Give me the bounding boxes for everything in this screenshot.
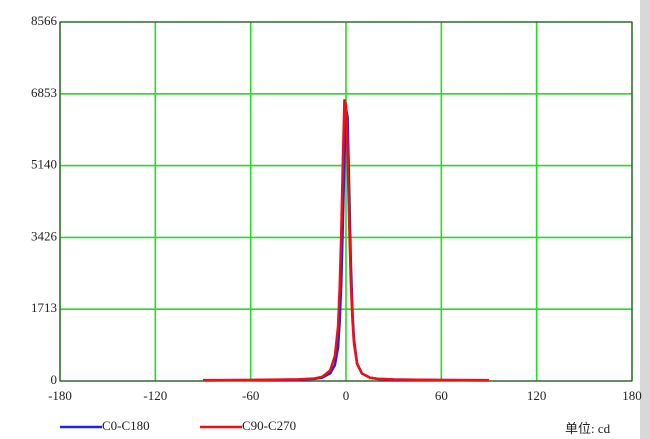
legend-label: C0-C180 (102, 418, 150, 433)
x-tick-label: 60 (435, 388, 448, 403)
plot-border (59, 21, 633, 382)
scrollbar (640, 0, 650, 439)
y-tick-label: 8566 (31, 13, 58, 28)
unit-label: 单位: cd (565, 421, 611, 436)
x-tick-label: 120 (527, 388, 547, 403)
x-tick-label: 180 (622, 388, 642, 403)
x-tick-label: -120 (143, 388, 167, 403)
legend-label: C90-C270 (242, 418, 296, 433)
series-line (202, 98, 490, 382)
x-tick-label: 0 (343, 388, 350, 403)
y-tick-label: 3426 (31, 228, 58, 243)
y-tick-label: 6853 (31, 85, 57, 100)
x-tick-label: -180 (48, 388, 72, 403)
x-tick-label: -60 (242, 388, 259, 403)
y-tick-label: 1713 (31, 300, 57, 315)
y-tick-label: 0 (51, 372, 58, 387)
y-tick-label: 5140 (31, 157, 57, 172)
